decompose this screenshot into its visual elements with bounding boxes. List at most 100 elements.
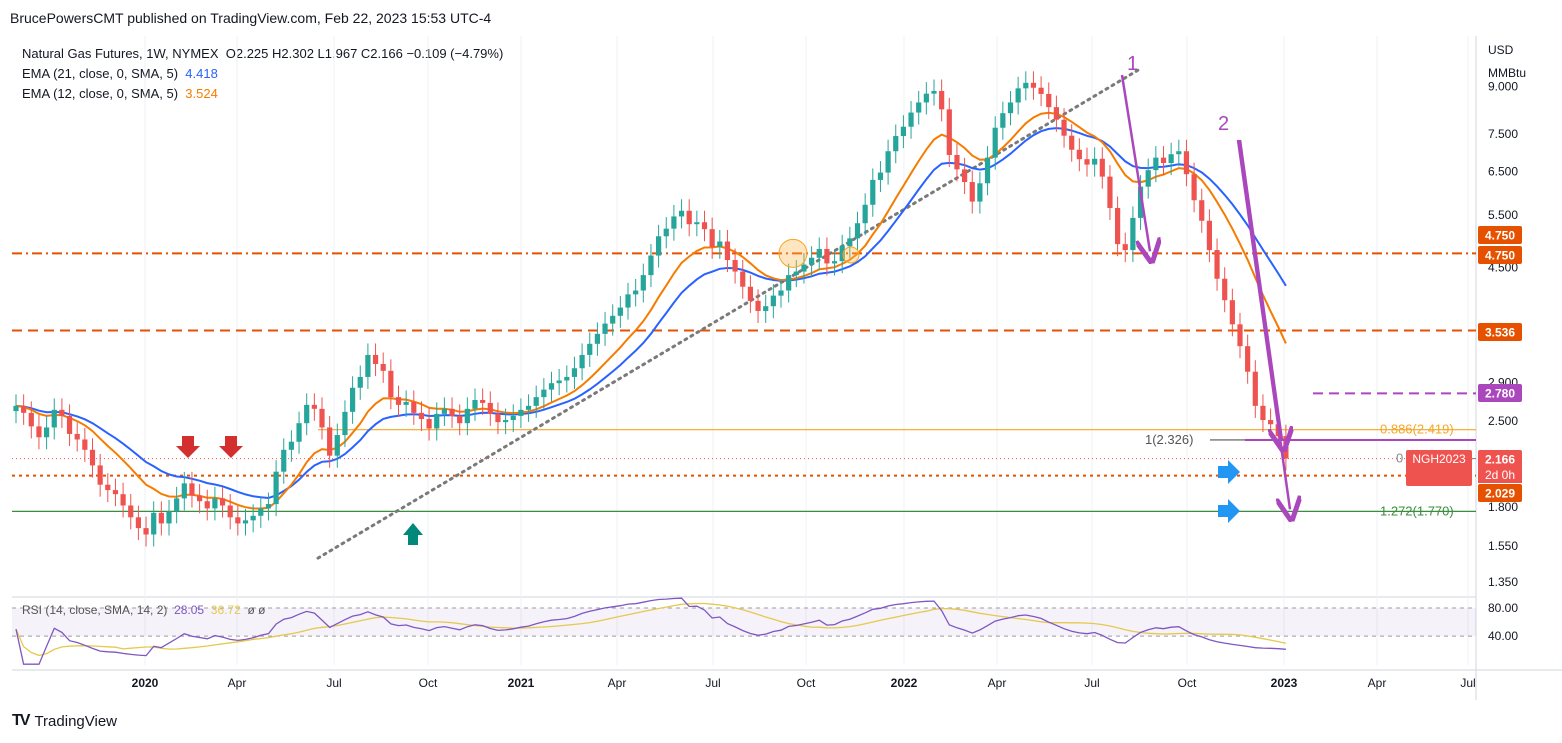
chart-legend: Natural Gas Futures, 1W, NYMEX O2.225 H2… [22, 44, 503, 104]
candle-body [89, 449, 96, 466]
fib-level-label: 0 [1396, 451, 1403, 466]
ema12-label: EMA (12, close, 0, SMA, 5) [22, 86, 179, 101]
candle-body [824, 248, 830, 264]
candle-body [151, 512, 157, 535]
candle-body [633, 290, 639, 295]
candle-body [265, 504, 272, 509]
candle-body [1206, 220, 1212, 251]
wave-label: 2 [1218, 113, 1229, 135]
ema21-value: 4.418 [185, 66, 218, 81]
candle-body [1245, 346, 1251, 372]
candle-body [847, 238, 853, 247]
candle-body [885, 151, 891, 173]
candle-body [831, 261, 838, 264]
candle-body [51, 409, 57, 428]
candle-body [525, 405, 532, 410]
candle-body [1046, 93, 1052, 108]
candle-body [365, 354, 371, 377]
candle-body [273, 471, 279, 505]
candle-body [518, 409, 524, 416]
candle-body [1015, 88, 1021, 103]
trendline [316, 66, 1144, 560]
time-tick-label: Apr [228, 676, 247, 690]
candle-body [541, 389, 547, 398]
symbol-row[interactable]: Natural Gas Futures, 1W, NYMEX O2.225 H2… [22, 44, 503, 64]
candle-body [939, 90, 945, 110]
candle-body [319, 408, 325, 428]
target-right-arrow-icon [1218, 460, 1240, 484]
candle-body [1168, 154, 1174, 164]
grid-lines [12, 36, 1562, 700]
price-tag-label: 2.780 [1485, 387, 1515, 401]
candle-body [44, 427, 50, 438]
candle-body [1038, 87, 1044, 94]
candle-body [587, 343, 593, 355]
ema12-row[interactable]: EMA (12, close, 0, SMA, 5) 3.524 [22, 84, 503, 104]
candle-body [334, 435, 340, 456]
candle-body [732, 260, 738, 272]
price-tick-label: 2.500 [1488, 414, 1518, 428]
ema-lines [15, 111, 1287, 510]
candle-body [464, 408, 470, 424]
candle-body [143, 528, 149, 535]
time-tick-label: Jul [326, 676, 341, 690]
price-tick-label: 9.000 [1488, 79, 1518, 93]
candle-body [66, 415, 73, 434]
candle-body [686, 210, 692, 225]
candle-body [893, 136, 899, 152]
rsi-ma-line [15, 602, 1287, 657]
candle-body [1007, 102, 1014, 114]
candle-body [1137, 186, 1144, 218]
candle-body [120, 494, 126, 506]
candle-body [1222, 278, 1228, 301]
candle-body [763, 306, 769, 311]
candle-body [870, 179, 876, 205]
candle-body [296, 423, 302, 442]
wave-1-arrow [1120, 74, 1150, 251]
candle-body [1061, 119, 1067, 136]
ema12-line [15, 111, 1287, 510]
candle-body [135, 517, 141, 529]
candle-body [189, 483, 195, 496]
time-tick-label: 2021 [508, 676, 535, 690]
price-tick-label: 7.500 [1488, 127, 1518, 141]
ema21-row[interactable]: EMA (21, close, 0, SMA, 5) 4.418 [22, 64, 503, 84]
candle-body [227, 505, 233, 518]
time-tick-label: Jul [1084, 676, 1099, 690]
highlight-circle [842, 246, 860, 264]
candle-body [663, 228, 669, 237]
candle-body [1023, 82, 1029, 89]
wave-2-target-arrow [1238, 139, 1282, 440]
candle-body [418, 412, 425, 420]
candle-body [372, 354, 379, 365]
candle-body [181, 483, 187, 499]
candle-body [564, 376, 570, 381]
price-tag-label: 3.536 [1485, 326, 1515, 340]
tradingview-footer[interactable]: TV TradingView [12, 712, 117, 730]
candle-body [441, 408, 447, 414]
symbol-label: Natural Gas Futures, 1W, NYMEX [22, 46, 219, 61]
wave-label: 1 [1127, 53, 1138, 75]
candle-body [1191, 174, 1197, 201]
candle-body [1076, 149, 1082, 160]
candle-body [350, 387, 356, 412]
candle-body [579, 354, 585, 369]
candle-body [288, 441, 294, 450]
candle-body [1260, 405, 1266, 421]
candle-body [97, 465, 103, 485]
price-unit-label: MMBtu [1488, 66, 1526, 80]
candle-body [801, 264, 807, 272]
candle-body [656, 236, 662, 256]
rsi-legend[interactable]: RSI (14, close, SMA, 14, 2) 28.05 36.72 … [22, 603, 265, 617]
candle-body [610, 315, 616, 324]
candle-body [457, 415, 463, 424]
candle-body [533, 397, 539, 406]
candle-body [1053, 107, 1059, 120]
candle-body [1160, 157, 1167, 164]
candle-body [304, 404, 310, 424]
candle-body [916, 102, 922, 113]
candle-body [357, 376, 363, 388]
price-tick-label: 1.800 [1488, 500, 1518, 514]
fib-level-label: 1.272(1.770) [1380, 503, 1454, 518]
